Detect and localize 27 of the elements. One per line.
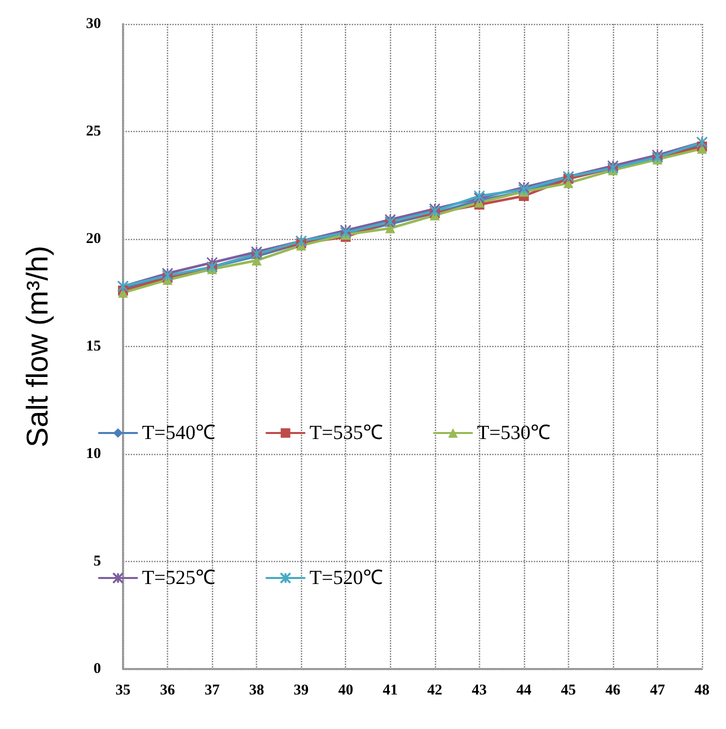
x-tick-label: 38 xyxy=(249,682,264,698)
y-tick-label: 25 xyxy=(86,124,101,140)
x-tick-label: 46 xyxy=(605,682,621,698)
x-tick-label: 43 xyxy=(472,682,487,698)
legend-label: T=530℃ xyxy=(476,422,550,444)
x-tick-label: 36 xyxy=(160,682,176,698)
x-tick-label: 35 xyxy=(116,682,130,698)
y-axis-title: Salt flow (m³/h) xyxy=(22,246,54,448)
x-tick-label: 44 xyxy=(516,682,532,698)
legend-label: T=540℃ xyxy=(142,422,216,444)
y-tick-label: 5 xyxy=(94,554,101,570)
y-tick-label: 20 xyxy=(86,231,101,247)
x-tick-label: 40 xyxy=(338,682,354,698)
legend-label: T=520℃ xyxy=(309,567,383,589)
x-tick-label: 41 xyxy=(382,682,398,698)
x-tick-label: 45 xyxy=(560,682,576,698)
y-tick-label: 15 xyxy=(86,338,101,354)
x-tick-label: 48 xyxy=(694,682,710,698)
legend-label: T=535℃ xyxy=(309,422,383,444)
y-tick-label: 10 xyxy=(86,446,101,462)
x-tick-label: 42 xyxy=(427,682,442,698)
y-tick-label: 30 xyxy=(86,16,101,32)
x-tick-label: 47 xyxy=(650,682,666,698)
x-tick-label: 37 xyxy=(204,682,220,698)
legend-label: T=525℃ xyxy=(142,567,216,589)
y-tick-label: 0 xyxy=(94,661,101,677)
x-tick-label: 39 xyxy=(294,682,309,698)
